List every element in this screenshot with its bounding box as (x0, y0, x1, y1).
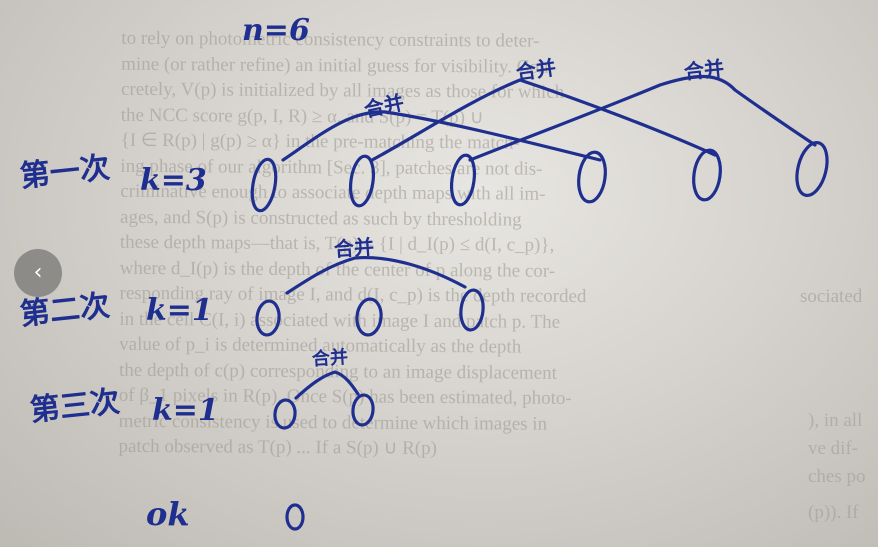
row1-node-3 (449, 153, 477, 207)
printed-margin-fragment: ches po (808, 466, 866, 487)
ok-label: ok (146, 495, 190, 533)
printed-margin-fragment: ve dif- (808, 438, 859, 459)
printed-margin-fragment: (p)). If (808, 502, 859, 523)
row1-node-6 (795, 140, 829, 198)
merge-arc-3 (468, 74, 817, 162)
row1-node-1 (250, 157, 278, 213)
row2-k-label: k=1 (146, 293, 213, 328)
row1-node-2 (348, 154, 376, 208)
printed-margin-fragment: ), in all (808, 410, 863, 431)
row1-node-4 (577, 150, 607, 204)
merge-arc-1 (281, 110, 602, 162)
merge-arc-4 (285, 255, 467, 295)
printed-margin-word: sociated (800, 286, 863, 307)
merge-arc-5 (294, 370, 360, 400)
row2-node-1 (255, 299, 281, 337)
row1-k-label: k=3 (140, 163, 207, 198)
row1-node-5 (692, 148, 722, 202)
merge-label-4: 合并 (333, 234, 375, 262)
row3-node-2 (351, 393, 375, 427)
chevron-left-icon: ‹ (33, 260, 43, 285)
row2-node-3 (459, 288, 485, 332)
n-label: n=6 (242, 13, 310, 48)
row2-node-2 (355, 297, 383, 337)
row3-k-label: k=1 (152, 393, 219, 428)
row3-node-1 (273, 398, 297, 430)
merge-label-3: 合并 (682, 55, 726, 85)
merge-label-2: 合并 (514, 55, 558, 85)
back-button[interactable]: ‹ (14, 249, 62, 297)
merge-arc-2 (370, 78, 717, 162)
merge-label-5: 合并 (311, 346, 349, 371)
final-node (285, 503, 305, 531)
